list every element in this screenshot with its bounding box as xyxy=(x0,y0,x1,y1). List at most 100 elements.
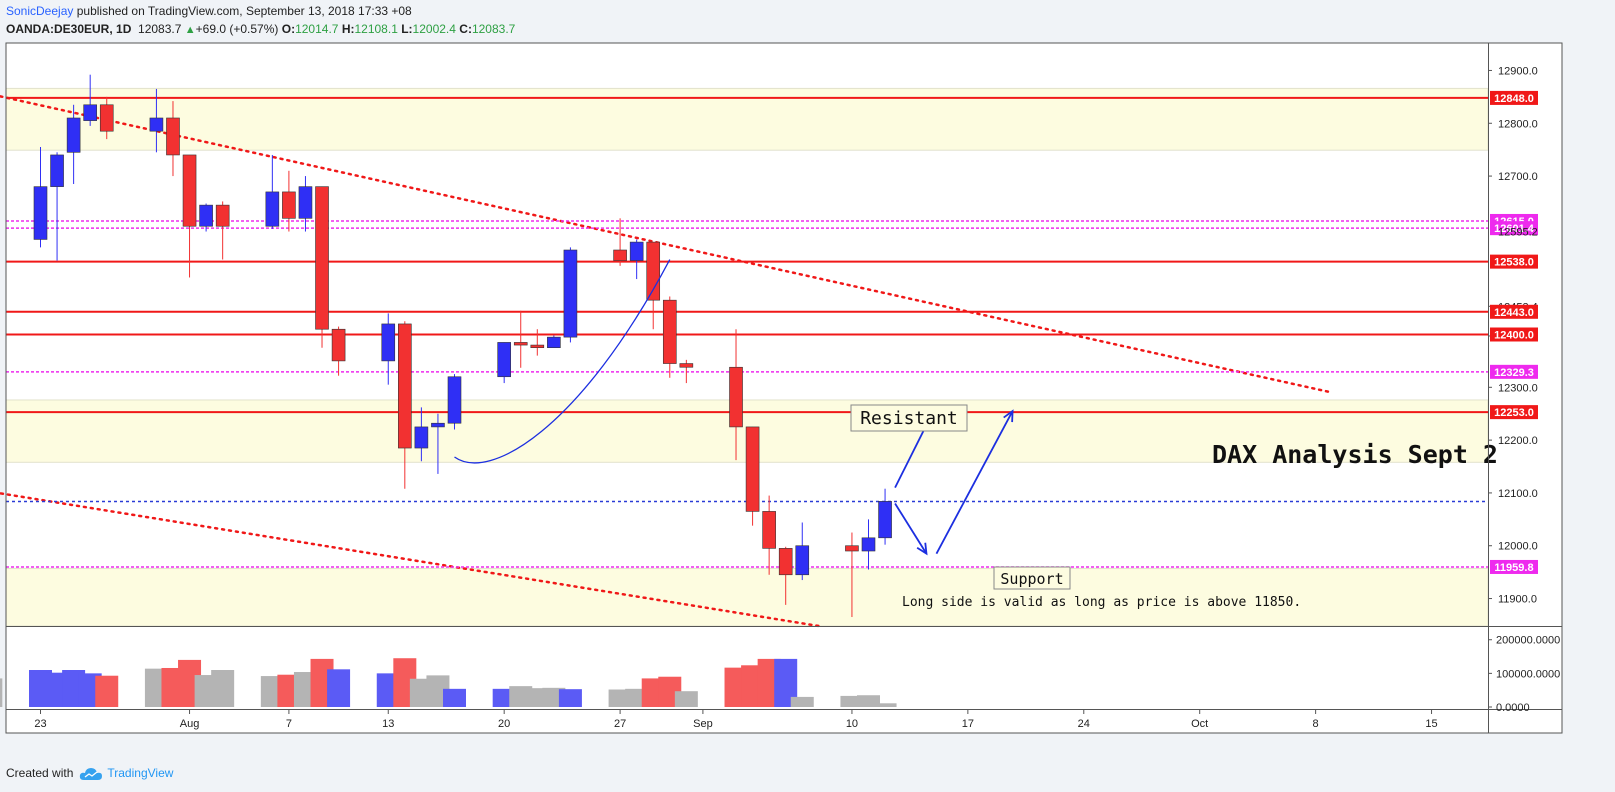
candle-body-10 xyxy=(199,204,213,227)
level-tag-6 xyxy=(1490,327,1538,342)
published-text: published on TradingView.com, September … xyxy=(76,4,412,18)
arrow-head-1 xyxy=(916,542,928,556)
candle-body-9 xyxy=(182,154,197,227)
arrow-head-2 xyxy=(1003,409,1014,423)
volume-axis-label-2: 0.0000 xyxy=(1496,702,1530,714)
candle-body-19 xyxy=(414,426,429,449)
level-tag-9 xyxy=(1490,559,1538,574)
price-axis-label-8: 12000.0 xyxy=(1498,541,1538,553)
cup-curve xyxy=(454,259,671,464)
tradingview-cloud-icon xyxy=(79,767,103,780)
candle-body-13 xyxy=(282,191,296,219)
candle-body-31 xyxy=(679,363,694,368)
trendline-0 xyxy=(0,94,1334,394)
volume-bar-26 xyxy=(558,689,582,707)
level-label-4: 12538.0 xyxy=(1494,257,1534,269)
close-value: 12083.7 xyxy=(471,22,516,36)
high-label: H: xyxy=(341,22,355,36)
price-axis-background xyxy=(1488,43,1562,733)
candle-body-2 xyxy=(33,186,48,240)
price-axis-label-0: 12900.0 xyxy=(1498,65,1538,77)
candle-body-3 xyxy=(50,154,64,187)
volume-bar-36 xyxy=(790,696,814,707)
level-label-6: 12400.0 xyxy=(1494,330,1534,342)
time-axis-label-5: 27 xyxy=(614,718,626,730)
volume-bar-6 xyxy=(95,675,119,707)
last-price: 12083.7 xyxy=(138,22,182,36)
time-axis-label-2: 7 xyxy=(286,718,292,730)
candle-body-39 xyxy=(878,501,892,539)
open-value: 12014.7 xyxy=(295,22,339,36)
time-axis-label-0: 23 xyxy=(34,718,46,730)
level-tag-0 xyxy=(1490,90,1538,105)
candle-body-38 xyxy=(861,537,876,552)
candle-body-4 xyxy=(66,117,81,153)
tradingview-link[interactable]: TradingView xyxy=(107,766,174,780)
support-label: Support xyxy=(1000,570,1063,588)
candle-body-33 xyxy=(745,426,760,512)
time-axis-label-9: 24 xyxy=(1078,718,1090,730)
candle-body-27 xyxy=(613,249,627,261)
volume-bar-38 xyxy=(857,695,880,707)
level-tag-4 xyxy=(1490,254,1538,269)
time-axis-label-4: 20 xyxy=(498,718,510,730)
low-label: L: xyxy=(401,22,413,36)
candle-body-11 xyxy=(215,204,230,227)
candle-body-29 xyxy=(646,241,661,301)
arrow-line-1 xyxy=(894,503,928,555)
level-label-8: 12253.0 xyxy=(1494,407,1534,419)
level-label-3: 12595.2 xyxy=(1498,226,1538,238)
price-axis-label-5: 12300.0 xyxy=(1498,382,1538,394)
high-value: 12108.1 xyxy=(354,22,398,36)
volume-axis-label-1: 100000.0000 xyxy=(1496,668,1560,680)
candle-body-15 xyxy=(315,186,329,330)
candle-body-34 xyxy=(762,511,776,549)
level-tag-7 xyxy=(1490,364,1538,379)
time-axis-label-1: Aug xyxy=(180,718,200,730)
candle-body-23 xyxy=(513,342,528,346)
symbol-name: OANDA:DE30EUR, 1D xyxy=(6,22,132,36)
price-axis-label-9: 11900.0 xyxy=(1498,594,1537,606)
candle-body-32 xyxy=(729,366,743,428)
analysis-title: DAX Analysis Sept 2 xyxy=(1212,440,1498,469)
author-link[interactable]: SonicDeejay xyxy=(6,4,74,18)
candle-body-22 xyxy=(497,342,511,378)
level-tag-5 xyxy=(1490,304,1538,319)
candle-body-24 xyxy=(530,344,545,349)
time-axis-label-7: 10 xyxy=(846,718,858,730)
volume-bar-35 xyxy=(774,658,798,707)
low-value: 12002.4 xyxy=(412,22,456,36)
level-label-2: 12601.4 xyxy=(1494,223,1535,235)
open-label: O: xyxy=(281,22,296,36)
level-tag-8 xyxy=(1490,405,1538,420)
footer: Created with TradingView xyxy=(6,766,173,780)
chart-border xyxy=(5,42,1563,734)
time-axis-label-8: 17 xyxy=(962,718,974,730)
volume-bar-16 xyxy=(327,669,351,707)
volume-bar-11 xyxy=(211,670,235,707)
support-box xyxy=(993,566,1071,590)
level-label-9: 11959.8 xyxy=(1494,562,1533,574)
candle-body-37 xyxy=(845,545,859,552)
price-axis-label-1: 12800.0 xyxy=(1498,118,1538,130)
price-change: +69.0 (+0.57%) xyxy=(195,22,279,36)
candle-body-6 xyxy=(99,104,114,132)
candle-body-17 xyxy=(381,323,396,362)
created-with-text: Created with xyxy=(6,766,74,780)
time-axis-label-10: Oct xyxy=(1191,718,1208,730)
candle-body-20 xyxy=(431,422,445,428)
trendline-1 xyxy=(0,492,821,628)
volume-bar-37 xyxy=(840,695,864,707)
time-axis-label-11: 8 xyxy=(1313,718,1319,730)
level-label-5: 12443.0 xyxy=(1494,307,1534,319)
level-label-7: 12329.3 xyxy=(1494,367,1534,379)
time-axis-label-3: 13 xyxy=(382,718,394,730)
price-axis-label-7: 12100.0 xyxy=(1498,488,1538,500)
close-label: C: xyxy=(459,22,472,36)
time-axis-label-6: Sep xyxy=(693,718,713,730)
up-triangle-icon: ▲ xyxy=(184,24,196,36)
resistant-box xyxy=(850,404,968,432)
volume-bar-21 xyxy=(443,688,466,707)
candle-body-14 xyxy=(298,186,313,219)
